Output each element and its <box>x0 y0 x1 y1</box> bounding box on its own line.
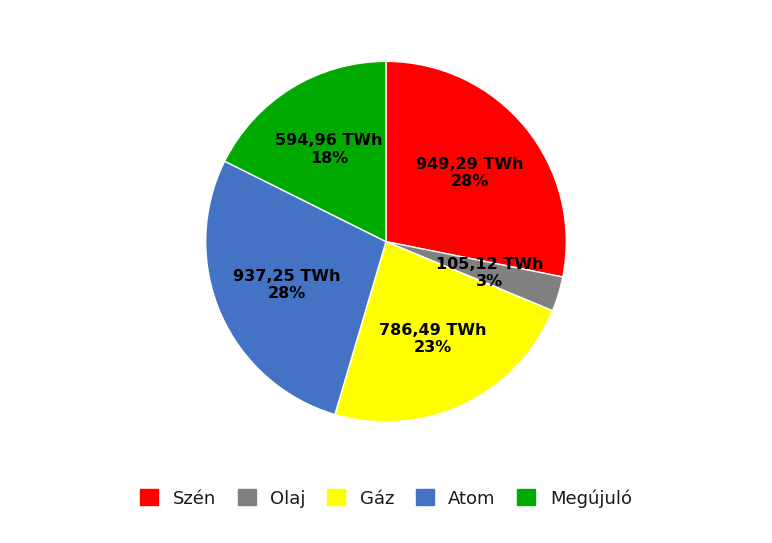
Text: 786,49 TWh
23%: 786,49 TWh 23% <box>379 323 486 356</box>
Wedge shape <box>205 161 386 414</box>
Wedge shape <box>225 61 386 242</box>
Legend: Szén, Olaj, Gáz, Atom, Megújuló: Szén, Olaj, Gáz, Atom, Megújuló <box>131 480 641 516</box>
Wedge shape <box>386 242 563 311</box>
Text: 937,25 TWh
28%: 937,25 TWh 28% <box>233 269 340 301</box>
Text: 594,96 TWh
18%: 594,96 TWh 18% <box>276 134 383 166</box>
Text: 949,29 TWh
28%: 949,29 TWh 28% <box>416 157 523 190</box>
Wedge shape <box>335 242 553 422</box>
Text: 105,12 TWh
3%: 105,12 TWh 3% <box>435 257 543 289</box>
Wedge shape <box>386 61 567 277</box>
